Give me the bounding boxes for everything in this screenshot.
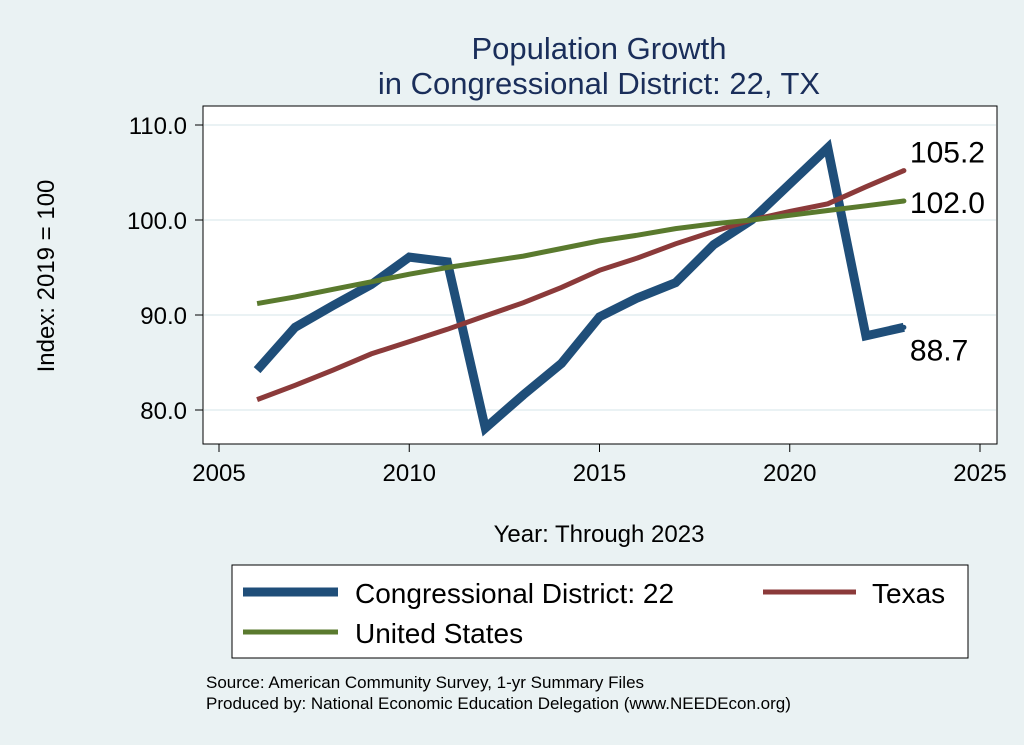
end-label-texas: 105.2	[910, 137, 985, 170]
x-tick-label: 2025	[953, 460, 1006, 487]
y-axis-ticks: 80.0 90.0 100.0 110.0	[127, 113, 203, 425]
legend-label-congressional-district: Congressional District: 22	[355, 578, 674, 609]
end-point-congressional-district-22	[901, 324, 907, 330]
y-axis-title: Index: 2019 = 100	[33, 180, 60, 373]
y-tick-label: 80.0	[140, 398, 187, 425]
end-label-united-states: 102.0	[910, 187, 985, 220]
series-lines	[253, 138, 905, 437]
legend-label-texas: Texas	[872, 578, 945, 609]
x-tick-label: 2020	[763, 460, 816, 487]
legend-box	[231, 564, 969, 659]
end-labels: 88.7 105.2 102.0	[901, 137, 985, 367]
end-label-congressional-district-22: 88.7	[910, 334, 968, 367]
chart-title-line-2: in Congressional District: 22, TX	[378, 66, 821, 101]
source-note: Source: American Community Survey, 1-yr …	[206, 673, 644, 692]
series-line-united-states	[256, 198, 905, 307]
legend-label-united-states: United States	[355, 618, 523, 649]
legend: Congressional District: 22 Texas United …	[231, 564, 969, 659]
x-axis-title: Year: Through 2023	[494, 521, 705, 548]
y-tick-label: 110.0	[129, 113, 187, 140]
x-tick-label: 2010	[383, 460, 436, 487]
series-line-texas	[256, 168, 905, 402]
y-tick-label: 90.0	[140, 303, 187, 330]
producer-note: Produced by: National Economic Education…	[206, 694, 791, 713]
x-tick-label: 2015	[573, 460, 626, 487]
y-tick-label: 100.0	[127, 208, 187, 235]
plot-area	[202, 105, 998, 445]
series-line-congressional-district-22	[253, 138, 905, 437]
x-tick-label: 2005	[192, 460, 245, 487]
x-axis-ticks: 2005 2010 2015 2020 2025	[192, 444, 1007, 487]
chart-title-line-1: Population Growth	[471, 31, 726, 66]
end-point-united-states	[901, 198, 907, 204]
end-point-texas	[901, 168, 907, 174]
